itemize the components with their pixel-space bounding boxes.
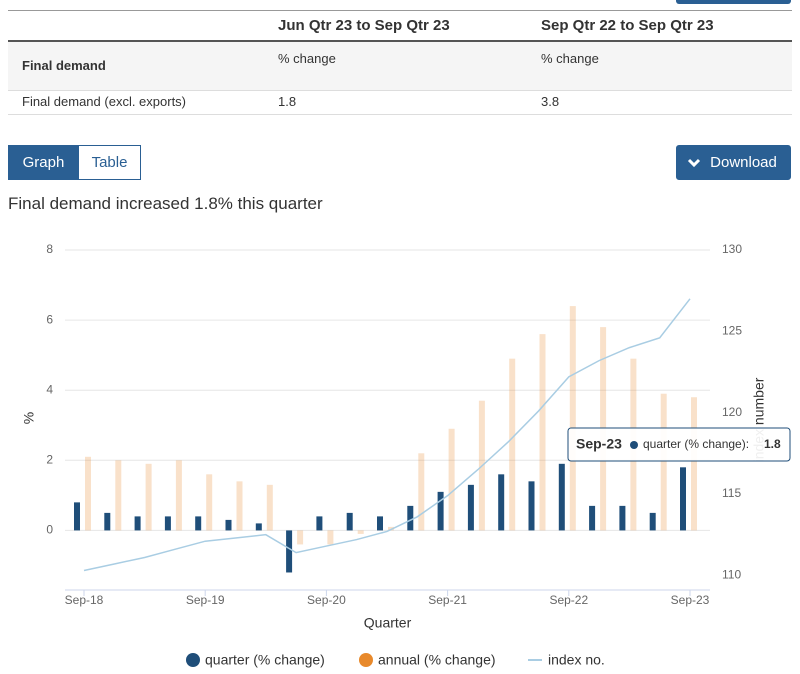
table-cell: % change	[278, 51, 336, 66]
y-axis-label: %	[21, 412, 37, 424]
bar	[236, 481, 243, 531]
y2-tick-label: 120	[722, 405, 742, 419]
y-tick-label: 6	[46, 312, 53, 326]
bar	[558, 463, 565, 531]
y-tick-label: 0	[46, 523, 53, 537]
bar	[74, 502, 80, 531]
table-cell: Final demand (excl. exports)	[22, 94, 187, 109]
tooltip: Sep-23 quarter (% change): 1.8	[567, 427, 791, 462]
bar	[660, 393, 667, 531]
bar	[145, 463, 152, 531]
bar	[528, 481, 535, 531]
bar	[437, 491, 444, 531]
bar	[225, 519, 232, 531]
bar	[498, 474, 505, 531]
bar	[467, 484, 474, 531]
x-tick-label: Sep-20	[307, 593, 346, 607]
legend-label: quarter (% change)	[205, 652, 325, 668]
x-tick-label: Sep-21	[428, 593, 467, 607]
table-border	[8, 10, 792, 11]
bar	[164, 516, 171, 531]
table-cell: Final demand	[22, 58, 106, 73]
bar	[377, 516, 383, 531]
bar	[448, 428, 455, 531]
bar	[680, 467, 686, 531]
button-cut[interactable]	[676, 0, 791, 4]
legend-label: index no.	[548, 652, 605, 668]
bar	[569, 306, 576, 531]
bar	[407, 505, 414, 531]
legend-symbol	[359, 653, 373, 667]
bar	[619, 505, 626, 531]
bar	[286, 530, 293, 573]
bar	[297, 530, 304, 545]
y-tick-label: 8	[46, 242, 53, 256]
bar	[589, 505, 596, 531]
bar	[418, 453, 425, 531]
bar	[509, 358, 516, 531]
legend-symbol	[186, 653, 200, 667]
table-header: Jun Qtr 23 to Sep Qtr 23	[278, 17, 450, 34]
x-tick-label: Sep-19	[186, 593, 225, 607]
tooltip-box	[567, 427, 791, 462]
bar	[649, 512, 656, 531]
bar	[85, 456, 91, 531]
download-label: Download	[710, 154, 777, 171]
bar	[316, 516, 323, 531]
bar	[206, 474, 213, 531]
y-tick-label: 2	[46, 452, 53, 466]
table-row	[8, 40, 792, 91]
table-cell: 1.8	[278, 94, 297, 109]
table-border	[8, 114, 792, 115]
x-tick-label: Sep-18	[65, 593, 104, 607]
legend-label: annual (% change)	[378, 652, 496, 668]
y2-tick-label: 130	[722, 242, 742, 256]
y-tick-label: 4	[46, 382, 53, 396]
bar	[255, 523, 262, 531]
y2-tick-label: 115	[722, 486, 741, 500]
table-cell: 3.8	[541, 94, 560, 109]
table-tab[interactable]: Table	[78, 145, 141, 180]
graph-tab[interactable]: Graph	[8, 145, 79, 180]
bar	[357, 530, 364, 534]
bar	[388, 526, 394, 531]
table-cell: % change	[541, 51, 599, 66]
chevron-icon	[687, 158, 701, 168]
chart: 0 2 4 6 8 110 115 120 125 130 Sep-18 Sep-19 Sep-20 Se…	[21, 242, 791, 668]
download-button[interactable]: Download	[676, 145, 791, 180]
x-tick-label: Sep-23	[671, 593, 710, 607]
bar	[175, 460, 182, 531]
bar	[346, 512, 353, 531]
tooltip-symbol	[630, 441, 638, 449]
x-axis-label: Quarter	[364, 615, 412, 631]
chart-title: Final demand increased 1.8% this quarter	[8, 194, 323, 213]
tooltip-value: 1.8	[764, 437, 781, 451]
tooltip-series: quarter (% change):	[643, 437, 749, 451]
y2-tick-label: 125	[722, 324, 742, 338]
line	[83, 298, 691, 572]
tooltip-category: Sep-23	[576, 436, 622, 452]
y2-tick-label: 110	[722, 568, 741, 582]
table-header: Sep Qtr 22 to Sep Qtr 23	[541, 17, 714, 34]
bar	[266, 484, 273, 531]
bar	[539, 334, 546, 531]
bar	[115, 460, 122, 531]
bar	[195, 516, 202, 531]
x-tick-label: Sep-22	[549, 593, 588, 607]
bar	[691, 397, 697, 531]
bar	[134, 516, 141, 531]
bar	[327, 530, 334, 545]
bar	[104, 512, 111, 531]
